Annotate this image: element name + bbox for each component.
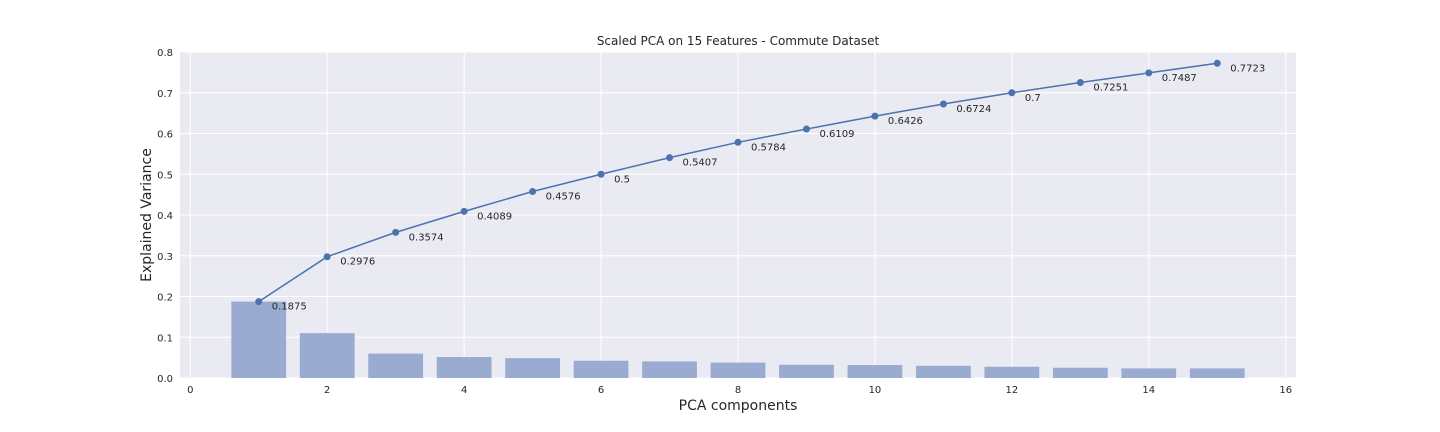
cumulative-point bbox=[1145, 69, 1153, 77]
variance-bar bbox=[368, 353, 424, 378]
variance-bar bbox=[916, 365, 971, 378]
y-tick-label: 0.7 bbox=[157, 89, 173, 100]
cumulative-value-label: 0.6109 bbox=[819, 129, 854, 140]
cumulative-line-series: 0.1875 0.2976 0.3574 0.4089 0.4576 0.5 0.5407 0… bbox=[255, 59, 1265, 313]
cumulative-value-label: 0.5407 bbox=[683, 158, 718, 169]
x-axis-label: PCA components bbox=[679, 398, 798, 414]
cumulative-value-label: 0.1875 bbox=[272, 302, 307, 313]
x-tick-label: 2 bbox=[324, 385, 330, 396]
cumulative-value-label: 0.7251 bbox=[1093, 83, 1128, 94]
x-tick-label: 10 bbox=[869, 385, 882, 396]
variance-bar bbox=[847, 365, 903, 378]
cumulative-point bbox=[255, 298, 263, 306]
x-tick-label: 8 bbox=[735, 385, 741, 396]
cumulative-value-label: 0.6426 bbox=[888, 116, 923, 127]
y-tick-label: 0.6 bbox=[157, 130, 173, 141]
cumulative-value-label: 0.2976 bbox=[340, 257, 375, 268]
cumulative-point bbox=[460, 207, 468, 215]
cumulative-point bbox=[1076, 79, 1084, 87]
x-tick-label: 4 bbox=[461, 385, 467, 396]
variance-bar bbox=[1121, 368, 1177, 378]
bar-series bbox=[231, 301, 1245, 378]
cumulative-point bbox=[802, 125, 810, 133]
x-tick-label: 6 bbox=[598, 385, 604, 396]
variance-bar bbox=[779, 364, 834, 378]
y-tick-label: 0.3 bbox=[157, 252, 173, 263]
cumulative-value-label: 0.5 bbox=[614, 174, 630, 185]
variance-bar bbox=[299, 333, 355, 378]
variance-bar bbox=[573, 360, 629, 378]
cumulative-point bbox=[734, 138, 742, 146]
cumulative-value-label: 0.6724 bbox=[956, 104, 991, 115]
cumulative-value-label: 0.7487 bbox=[1162, 73, 1197, 84]
cumulative-point bbox=[392, 228, 400, 236]
variance-bar bbox=[436, 357, 492, 378]
y-tick-label: 0.0 bbox=[157, 374, 173, 385]
variance-bar bbox=[505, 358, 560, 378]
y-tick-label: 0.8 bbox=[157, 48, 173, 59]
x-tick-label: 12 bbox=[1005, 385, 1018, 396]
cumulative-point bbox=[597, 170, 605, 178]
cumulative-value-label: 0.5784 bbox=[751, 142, 786, 153]
x-tick-label: 14 bbox=[1142, 385, 1155, 396]
y-tick-labels: 0.0 0.1 0.2 0.3 0.4 0.5 0.6 0.7 0.8 bbox=[157, 48, 173, 385]
y-tick-label: 0.5 bbox=[157, 170, 173, 181]
y-tick-label: 0.1 bbox=[157, 333, 173, 344]
cumulative-point bbox=[871, 112, 879, 120]
cumulative-value-label: 0.7 bbox=[1025, 93, 1041, 104]
cumulative-point bbox=[939, 100, 947, 108]
y-tick-label: 0.4 bbox=[157, 211, 173, 222]
cumulative-value-label: 0.4576 bbox=[546, 192, 581, 203]
variance-bar bbox=[984, 366, 1040, 378]
variance-bar bbox=[642, 361, 697, 378]
cumulative-point bbox=[1008, 89, 1016, 97]
cumulative-point bbox=[1213, 59, 1221, 67]
y-axis-label: Explained Variance bbox=[139, 148, 155, 282]
cumulative-value-label: 0.3574 bbox=[409, 232, 444, 243]
variance-bar bbox=[231, 301, 287, 378]
x-tick-labels: 0 2 4 6 8 10 12 14 16 bbox=[187, 385, 1292, 396]
x-tick-label: 16 bbox=[1279, 385, 1292, 396]
variance-bar bbox=[1189, 368, 1245, 378]
variance-bar bbox=[710, 362, 766, 378]
variance-bar bbox=[1052, 367, 1108, 378]
cumulative-value-label: 0.4089 bbox=[477, 211, 512, 222]
cumulative-point bbox=[529, 188, 537, 196]
cumulative-value-label: 0.7723 bbox=[1230, 63, 1265, 74]
cumulative-point bbox=[666, 154, 674, 162]
cumulative-point bbox=[323, 253, 331, 261]
y-tick-label: 0.2 bbox=[157, 293, 173, 304]
chart-title: Scaled PCA on 15 Features - Commute Data… bbox=[597, 34, 880, 48]
x-tick-label: 0 bbox=[187, 385, 193, 396]
